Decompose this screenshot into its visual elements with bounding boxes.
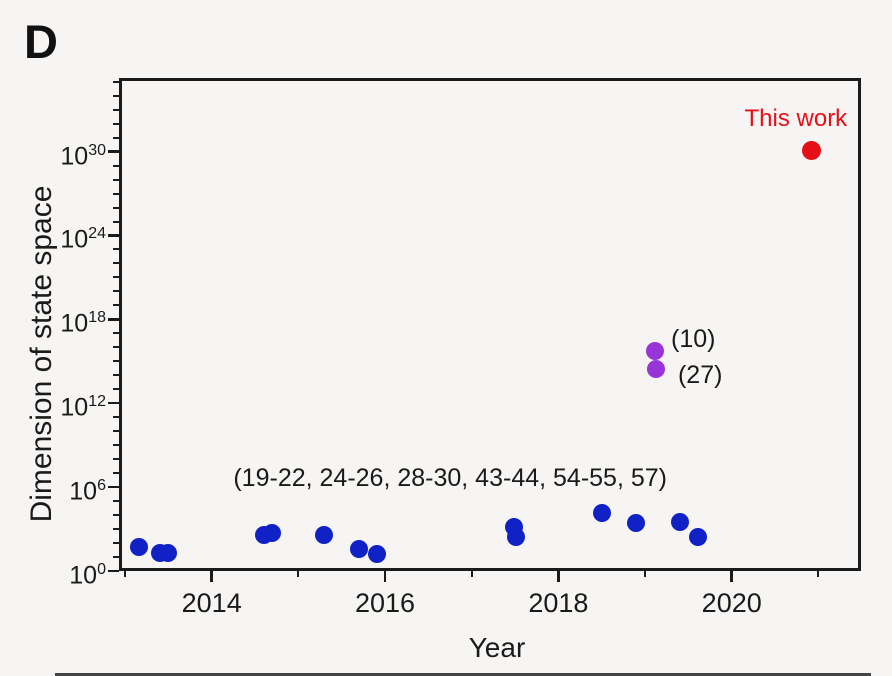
x-axis-title: Year — [468, 632, 526, 663]
y-minor-tick — [113, 136, 119, 139]
x-major-tick — [730, 571, 733, 582]
y-minor-tick — [113, 108, 119, 111]
y-minor-tick — [113, 80, 119, 83]
y-tick-label: 106 — [69, 477, 106, 506]
y-minor-tick — [113, 248, 119, 251]
y-major-tick — [108, 318, 119, 321]
y-minor-tick — [113, 332, 119, 335]
x-minor-tick — [470, 571, 473, 577]
data-point-prior-works-blue — [368, 545, 387, 564]
y-minor-tick — [113, 444, 119, 447]
data-point-prior-works-blue — [670, 512, 689, 531]
y-minor-tick — [113, 528, 119, 531]
data-point-prior-works-blue — [263, 524, 282, 543]
y-tick-label: 100 — [69, 561, 106, 590]
data-point-prior-works-blue — [627, 514, 646, 533]
panel-letter: D — [24, 15, 58, 68]
y-minor-tick — [113, 220, 119, 223]
y-minor-tick — [113, 458, 119, 461]
x-tick-label: 2018 — [528, 588, 589, 618]
x-minor-tick — [817, 571, 820, 577]
y-minor-tick — [113, 164, 119, 167]
y-minor-tick — [113, 556, 119, 559]
data-point-prior-works-blue — [506, 527, 525, 546]
x-minor-tick — [124, 571, 127, 577]
y-major-tick — [108, 569, 119, 573]
y-minor-tick — [113, 192, 119, 195]
y-major-tick — [108, 401, 119, 405]
y-major-tick — [108, 234, 119, 237]
data-point-prior-works-blue — [350, 540, 369, 559]
data-point-prior-works-blue — [159, 543, 178, 562]
y-minor-tick — [113, 94, 119, 97]
data-point-prior-works-purple — [647, 359, 666, 378]
data-point-prior-works-blue — [592, 504, 611, 523]
x-tick-label: 2020 — [701, 588, 762, 618]
y-tick-label: 1024 — [60, 225, 106, 254]
y-minor-tick — [113, 262, 119, 265]
y-minor-tick — [113, 472, 119, 475]
y-minor-tick — [113, 276, 119, 279]
y-minor-tick — [113, 500, 119, 503]
y-major-tick — [108, 485, 119, 489]
y-minor-tick — [113, 388, 119, 391]
y-minor-tick — [113, 206, 119, 209]
y-axis-title: Dimension of state space — [25, 185, 58, 523]
y-tick-label: 1012 — [60, 393, 106, 422]
x-minor-tick — [644, 571, 647, 577]
data-point-this-work-red — [801, 141, 821, 161]
x-minor-tick — [297, 571, 300, 577]
blue-refs-label: (19-22, 24-26, 28-30, 43-44, 54-55, 57) — [233, 464, 667, 493]
x-major-tick — [557, 571, 560, 582]
ref-10-label: (10) — [671, 324, 716, 353]
y-minor-tick — [113, 514, 119, 517]
x-tick-label: 2014 — [181, 588, 242, 618]
y-minor-tick — [113, 304, 119, 307]
y-minor-tick — [113, 374, 119, 377]
y-minor-tick — [113, 416, 119, 419]
data-point-prior-works-blue — [688, 527, 707, 546]
data-point-prior-works-purple — [646, 341, 665, 360]
y-minor-tick — [113, 122, 119, 125]
y-minor-tick — [113, 178, 119, 181]
bottom-crop-strip — [55, 673, 871, 676]
x-major-tick — [383, 571, 387, 582]
y-minor-tick — [113, 542, 119, 545]
x-major-tick — [210, 571, 213, 582]
data-point-prior-works-blue — [315, 525, 334, 544]
this-work-label: This work — [744, 105, 848, 133]
data-point-prior-works-blue — [129, 537, 148, 556]
y-minor-tick — [113, 346, 119, 349]
y-minor-tick — [113, 290, 119, 293]
y-minor-tick — [113, 360, 119, 363]
plot-frame — [119, 78, 861, 571]
y-tick-label: 1018 — [60, 309, 106, 338]
y-tick-label: 1030 — [60, 141, 106, 170]
y-minor-tick — [113, 430, 119, 433]
y-major-tick — [108, 150, 119, 153]
x-tick-label: 2016 — [354, 588, 416, 618]
ref-27-label: (27) — [677, 361, 723, 390]
